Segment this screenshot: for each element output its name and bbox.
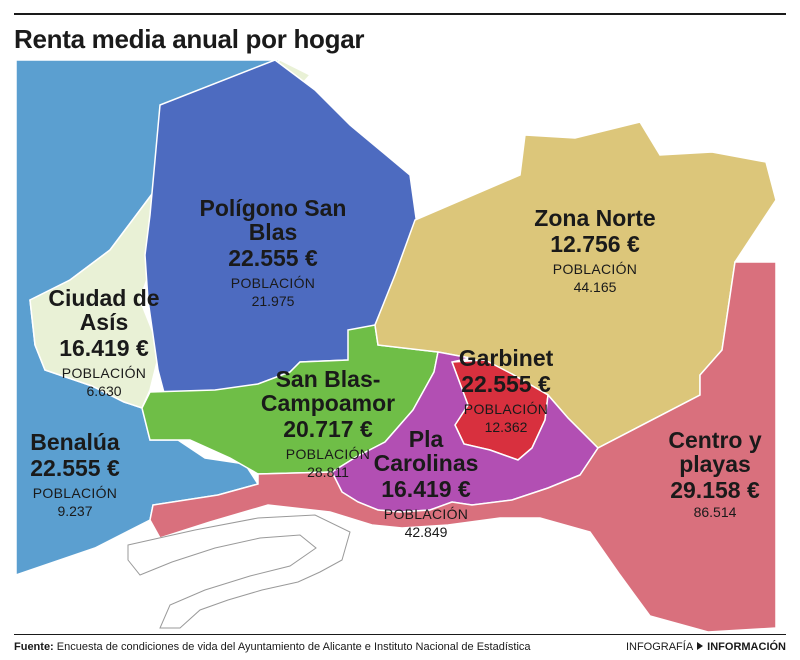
population-label: POBLACIÓN <box>463 401 549 418</box>
district-rent: 20.717 € <box>283 416 373 443</box>
district-rent: 16.419 € <box>381 476 471 503</box>
district-name: San Blas- <box>275 366 381 392</box>
district-name: Garbinet <box>458 345 554 371</box>
district-population: 42.849 <box>404 524 448 541</box>
credit: INFOGRAFÍA INFORMACIÓN <box>626 641 786 653</box>
source-label: Fuente: <box>14 641 54 653</box>
population-label: POBLACIÓN <box>230 275 316 292</box>
district-rent: 12.756 € <box>550 231 640 258</box>
population-label: POBLACIÓN <box>552 261 638 278</box>
district-name: Pla <box>408 426 444 452</box>
district-rent: 22.555 € <box>228 245 318 272</box>
district-name: Polígono San <box>199 195 347 221</box>
population-label: POBLACIÓN <box>383 506 469 523</box>
label-ciudad-de-asis: Ciudad de Asís 16.419 € POBLACIÓN 6.630 <box>48 286 159 399</box>
district-rent: 22.555 € <box>461 371 551 398</box>
district-population: 9.237 <box>57 502 93 519</box>
district-population: 28.811 <box>307 464 349 481</box>
district-rent: 16.419 € <box>59 335 149 362</box>
district-area-centro-y-playas[interactable] <box>149 261 777 633</box>
label-san-blas-campoamor: San Blas- Campoamor 20.717 € POBLACIÓN 2… <box>261 367 395 480</box>
district-population: 44.165 <box>573 278 617 295</box>
district-name: Ciudad de <box>48 285 160 311</box>
district-population: 21.975 <box>251 293 295 310</box>
population-label: POBLACIÓN <box>285 446 371 463</box>
district-rent: 29.158 € <box>670 477 760 504</box>
label-zona-norte: Zona Norte 12.756 € POBLACIÓN 44.165 <box>534 206 655 295</box>
label-benalua: Benalúa 22.555 € POBLACIÓN 9.237 <box>30 430 120 519</box>
district-name: Campoamor <box>260 390 396 417</box>
top-rule <box>14 13 786 15</box>
port-outline <box>127 514 351 629</box>
label-poligono-san-blas: Polígono San Blas 22.555 € POBLACIÓN 21.… <box>200 196 347 309</box>
credit-prefix: INFOGRAFÍA <box>625 641 694 653</box>
label-garbinet: Garbinet 22.555 € POBLACIÓN 12.362 <box>459 346 554 435</box>
district-name: Centro y <box>668 427 762 453</box>
district-name: playas <box>679 451 751 478</box>
district-population: 86.514 <box>693 504 737 521</box>
district-name: Benalúa <box>30 429 120 455</box>
page-title: Renta media anual por hogar <box>14 24 365 54</box>
district-name: Blas <box>248 219 298 246</box>
credit-brand: INFORMACIÓN <box>707 641 786 653</box>
arrow-right-icon <box>697 642 704 650</box>
district-name: Asís <box>79 309 129 336</box>
district-rent: 22.555 € <box>30 455 120 482</box>
footer-rule <box>14 634 786 635</box>
district-name: Zona Norte <box>534 205 656 231</box>
source-text: Encuesta de condiciones de vida del Ayun… <box>56 641 531 653</box>
population-label: POBLACIÓN <box>32 485 118 502</box>
label-centro-y-playas: Centro y playas 29.158 € 86.514 <box>668 428 761 520</box>
district-population: 12.362 <box>484 418 528 435</box>
district-name: Carolinas <box>373 450 479 477</box>
source-note: Fuente: Encuesta de condiciones de vida … <box>14 641 531 653</box>
label-pla-carolinas: Pla Carolinas 16.419 € POBLACIÓN 42.849 <box>374 427 479 540</box>
district-population: 6.630 <box>86 383 122 400</box>
population-label: POBLACIÓN <box>61 365 147 382</box>
